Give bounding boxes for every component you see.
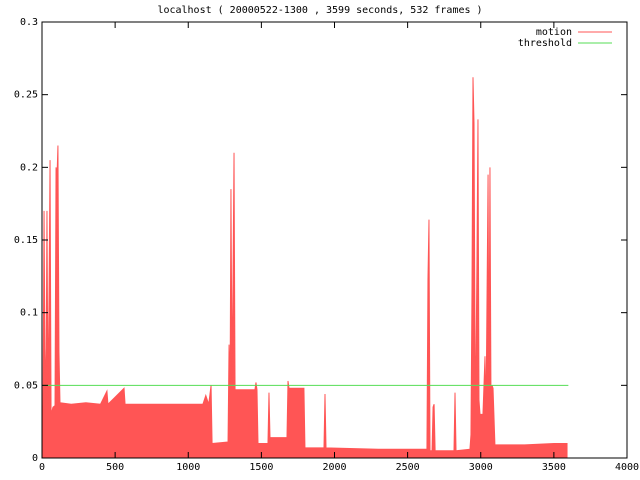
legend-label: motion	[536, 27, 572, 38]
x-tick-label: 2500	[396, 462, 420, 473]
y-tick-label: 0.3	[20, 17, 38, 28]
x-tick-label: 2000	[322, 462, 346, 473]
x-tick-label: 1500	[249, 462, 273, 473]
x-tick-label: 0	[39, 462, 45, 473]
y-tick-label: 0.15	[14, 235, 38, 246]
y-tick-label: 0.25	[14, 90, 38, 101]
x-tick-label: 500	[106, 462, 124, 473]
chart-title: localhost ( 20000522-1300 , 3599 seconds…	[157, 5, 482, 16]
y-tick-label: 0	[32, 453, 38, 464]
y-tick-label: 0.2	[20, 162, 38, 173]
y-tick-label: 0.1	[20, 308, 38, 319]
y-tick-label: 0.05	[14, 380, 38, 391]
motion-area	[41, 77, 568, 459]
legend-label: threshold	[518, 38, 572, 49]
x-tick-label: 3000	[469, 462, 493, 473]
x-tick-label: 4000	[615, 462, 639, 473]
x-tick-label: 1000	[176, 462, 200, 473]
plot-border	[41, 21, 628, 459]
x-tick-label: 3500	[542, 462, 566, 473]
